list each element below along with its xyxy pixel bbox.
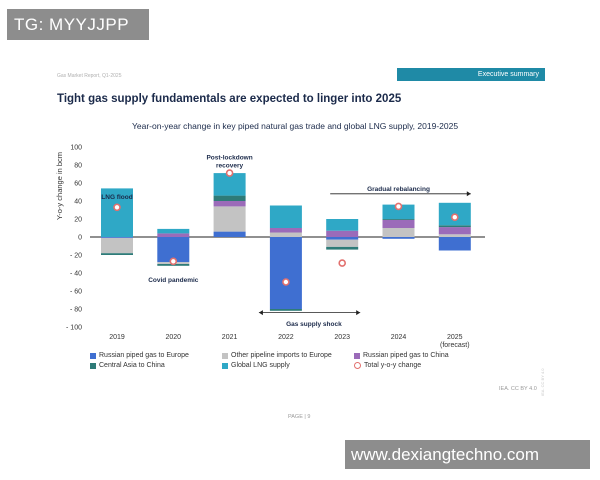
legend-swatch — [222, 352, 228, 359]
shock-arrow-head-right — [356, 310, 361, 316]
chart-annotation: Post-lockdown — [206, 155, 252, 162]
legend-swatch — [354, 352, 360, 359]
total-marker — [450, 213, 459, 221]
bar-segment — [269, 232, 302, 237]
x-tick-label: 2025 — [447, 334, 463, 341]
watermark-tag: TG: MYYJJPP — [7, 9, 149, 40]
chart-annotation: LNG flood — [101, 194, 132, 201]
bar-segment — [101, 237, 133, 254]
y-tick-label: - 100 — [66, 325, 82, 332]
bar-segment — [382, 219, 415, 228]
bar-segment — [326, 230, 359, 237]
total-marker — [394, 202, 403, 211]
bar-segment — [269, 237, 302, 309]
legend-swatch — [90, 362, 96, 369]
bar-segment — [213, 231, 246, 237]
website-watermark: www.dexiangtechno.com — [345, 440, 590, 469]
x-tick-label: 2022 — [278, 334, 294, 341]
x-tick-label: 2024 — [391, 334, 407, 341]
y-tick-label: - 80 — [70, 307, 82, 314]
total-marker — [282, 278, 290, 286]
y-tick-label: 20 — [74, 217, 82, 224]
bar-segment — [438, 225, 471, 228]
bar-segment — [382, 228, 415, 237]
x-tick-label: 2021 — [222, 334, 238, 341]
section-label: Executive summary — [397, 68, 545, 81]
page-headline: Tight gas supply fundamentals are expect… — [57, 93, 402, 105]
total-marker — [338, 259, 347, 267]
chart-annotation: Covid pandemic — [148, 277, 199, 284]
legend-swatch — [222, 362, 228, 369]
chart-title: Year-on-year change in key piped natural… — [132, 121, 459, 131]
bar-segment — [382, 237, 415, 239]
legend-item-global-lng: Global LNG supply — [222, 362, 290, 369]
legend-label: Global LNG supply — [231, 362, 290, 369]
bar-segment — [438, 237, 471, 251]
bar-segment — [101, 237, 133, 238]
x-tick-sublabel: (forecast) — [440, 342, 470, 349]
legend-label: Total y-o-y change — [364, 362, 422, 369]
bar-segment — [213, 173, 246, 196]
source-note: IEA. CC BY 4.0 — [499, 386, 537, 392]
legend-item-total-yoy: Total y-o-y change — [354, 362, 421, 369]
bar-segment — [269, 309, 302, 311]
bar-segment — [326, 237, 359, 240]
legend-label: Russian piped gas to Europe — [99, 352, 189, 359]
legend-item-russia-china: Russian piped gas to China — [354, 352, 449, 359]
y-tick-label: 100 — [70, 145, 82, 152]
x-tick-label: 2023 — [334, 334, 350, 341]
bar-segment — [157, 233, 190, 237]
rebalancing-arrow-head — [466, 191, 471, 197]
legend-label: Central Asia to China — [99, 362, 165, 369]
bar-segment — [326, 219, 359, 231]
y-tick-label: 60 — [74, 181, 82, 188]
legend-label: Russian piped gas to China — [363, 352, 449, 359]
legend-label: Other pipeline imports to Europe — [231, 352, 332, 359]
y-tick-label: 40 — [74, 199, 82, 206]
chart-annotation: Gas supply shock — [286, 321, 342, 328]
bar-segment — [157, 228, 190, 234]
y-tick-label: - 40 — [70, 271, 82, 278]
x-tick-label: 2020 — [166, 334, 182, 341]
total-marker — [225, 169, 234, 177]
chart-annotation: recovery — [216, 163, 243, 170]
bar-segment — [213, 206, 246, 232]
bar-segment — [326, 239, 359, 247]
bar-segment — [101, 188, 133, 237]
x-tick-label: 2019 — [109, 334, 125, 341]
bar-segment — [213, 201, 246, 207]
bar-segment — [438, 227, 471, 235]
shock-arrow-head-left — [258, 310, 263, 316]
legend-item-russia-europe: Russian piped gas to Europe — [90, 352, 189, 359]
bar-segment — [101, 253, 133, 255]
side-note: IEA. CC BY 4.0 — [540, 368, 545, 397]
legend-item-central-asia: Central Asia to China — [90, 362, 165, 369]
legend-marker — [354, 362, 361, 369]
total-marker — [169, 257, 178, 266]
total-marker — [113, 203, 121, 212]
y-axis-label: Y-o-y change in bcm — [55, 152, 64, 220]
chart-annotation: Gradual rebalancing — [367, 186, 430, 193]
bar-segment — [326, 246, 359, 250]
bar-segment — [213, 195, 246, 201]
bar-segment — [269, 205, 302, 228]
bar-segment — [438, 234, 471, 237]
y-tick-label: 0 — [78, 235, 82, 242]
legend-item-other-pipeline: Other pipeline imports to Europe — [222, 352, 332, 359]
bar-segment — [382, 219, 415, 220]
page-number: PAGE | 9 — [288, 414, 311, 420]
report-label: Gas Market Report, Q1-2025 — [57, 73, 122, 79]
y-tick-label: - 20 — [70, 253, 82, 260]
bar-segment — [269, 228, 302, 233]
bar-segment — [382, 204, 415, 219]
legend-swatch — [90, 352, 96, 359]
y-tick-label: 80 — [74, 163, 82, 170]
y-tick-label: - 60 — [70, 289, 82, 296]
